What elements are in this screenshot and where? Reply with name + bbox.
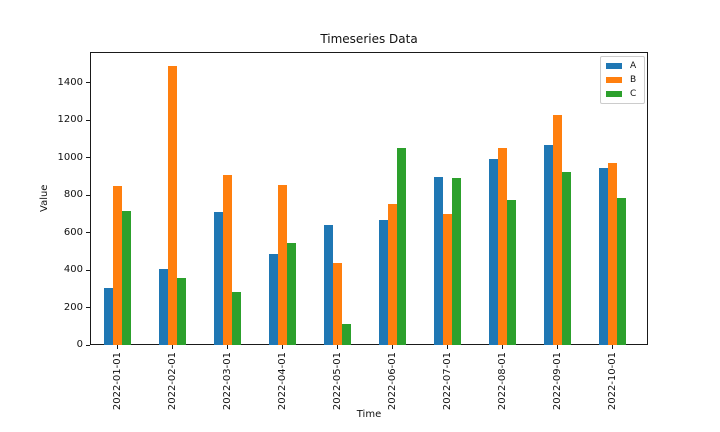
bar-B-2022-06-01: [387, 204, 398, 345]
y-tick-label: 800: [63, 189, 83, 201]
legend-entry-b: B: [606, 75, 639, 85]
bar-C-2022-07-01: [452, 178, 462, 345]
x-tick-label: 2022-01-01: [112, 352, 124, 411]
x-tick-label: 2022-09-01: [551, 352, 563, 411]
legend: A B C: [600, 56, 645, 104]
legend-swatch-c-icon: [606, 91, 622, 97]
x-tick-mark: [392, 345, 393, 349]
y-tick-label: 1400: [57, 76, 83, 88]
bar-B-2022-09-01: [552, 114, 562, 345]
legend-entry-c: C: [606, 89, 639, 99]
y-tick-label: 600: [63, 226, 83, 238]
legend-swatch-a-icon: [606, 63, 622, 69]
y-tick-mark: [86, 269, 90, 271]
y-tick-label: 0: [76, 339, 83, 350]
bar-B-2022-01-01: [113, 185, 123, 345]
bar-C-2022-08-01: [507, 199, 517, 345]
bar-A-2022-08-01: [488, 158, 498, 345]
x-tick-mark: [282, 345, 284, 349]
bar-C-2022-02-01: [177, 278, 187, 345]
bar-C-2022-09-01: [561, 171, 572, 345]
y-tick-label: 1200: [57, 114, 83, 126]
bar-B-2022-08-01: [497, 148, 507, 345]
bar-B-2022-03-01: [223, 174, 233, 345]
x-tick-mark: [337, 345, 339, 349]
x-tick-mark: [117, 345, 119, 349]
bar-B-2022-07-01: [442, 213, 453, 345]
x-tick-mark: [172, 345, 174, 349]
legend-label-b: B: [630, 75, 637, 85]
bar-A-2022-10-01: [598, 167, 608, 345]
x-tick-mark: [611, 345, 613, 349]
bar-C-2022-03-01: [232, 291, 242, 345]
x-tick-label: 2022-10-01: [606, 352, 618, 411]
x-tick-label: 2022-07-01: [441, 352, 453, 411]
legend-label-c: C: [630, 89, 637, 99]
y-tick-label: 200: [63, 301, 83, 313]
bar-B-2022-05-01: [332, 262, 343, 345]
y-tick-label: 400: [63, 264, 83, 276]
x-tick-mark: [446, 345, 448, 349]
x-tick-label: 2022-03-01: [222, 352, 234, 411]
bar-C-2022-10-01: [616, 197, 627, 345]
y-tick-mark: [86, 194, 90, 196]
bar-C-2022-04-01: [287, 242, 297, 345]
legend-label-a: A: [630, 61, 637, 71]
y-tick-mark: [86, 82, 90, 84]
bar-B-2022-04-01: [277, 184, 288, 345]
x-tick-label: 2022-02-01: [167, 352, 179, 411]
y-tick-label: 1000: [57, 151, 83, 163]
chart-title: Timeseries Data: [320, 32, 418, 46]
bar-A-2022-04-01: [268, 254, 278, 345]
x-tick-label: 2022-06-01: [387, 352, 398, 411]
bar-A-2022-06-01: [378, 220, 388, 345]
bar-A-2022-03-01: [213, 211, 224, 345]
legend-entry-a: A: [606, 61, 639, 71]
x-tick-label: 2022-04-01: [277, 352, 289, 411]
bar-A-2022-01-01: [103, 287, 114, 345]
x-tick-mark: [556, 345, 558, 349]
bar-A-2022-02-01: [158, 269, 169, 345]
bar-C-2022-05-01: [342, 324, 352, 345]
legend-swatch-b-icon: [606, 77, 622, 83]
bar-A-2022-09-01: [543, 144, 553, 345]
bar-C-2022-01-01: [122, 211, 132, 345]
bar-A-2022-05-01: [323, 225, 333, 345]
x-tick-label: 2022-08-01: [496, 352, 508, 411]
bar-C-2022-06-01: [397, 148, 407, 345]
bar-A-2022-07-01: [433, 177, 443, 345]
plot-area: [90, 52, 648, 345]
x-axis-label: Time: [356, 409, 382, 420]
bar-B-2022-10-01: [607, 163, 617, 345]
y-tick-mark: [86, 157, 90, 159]
y-tick-mark: [86, 119, 90, 121]
bar-B-2022-02-01: [168, 65, 178, 345]
x-tick-label: 2022-05-01: [332, 352, 344, 411]
y-tick-mark: [86, 307, 90, 309]
x-tick-mark: [501, 345, 503, 349]
x-tick-mark: [227, 345, 229, 349]
y-tick-mark: [86, 232, 90, 234]
y-tick-mark: [86, 344, 90, 346]
